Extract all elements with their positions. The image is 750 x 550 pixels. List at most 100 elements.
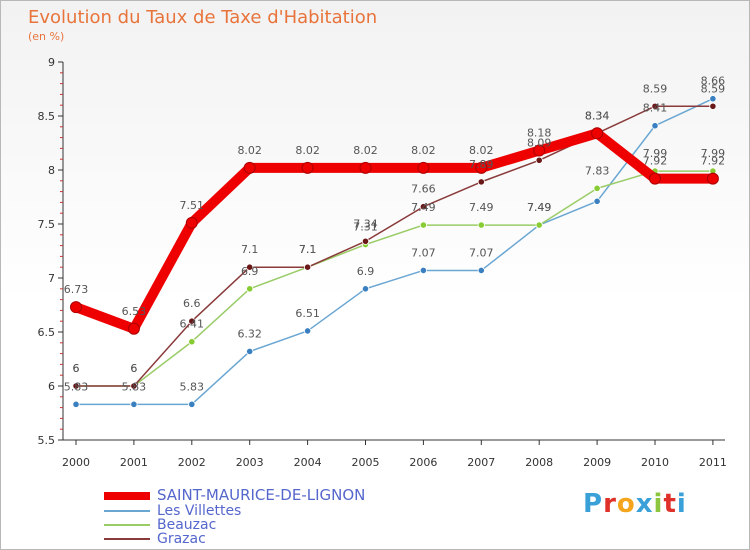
data-label-les-villettes: 7.07	[411, 246, 436, 259]
legend-label-beauzac: Beauzac	[157, 517, 217, 533]
x-tick-label: 2010	[641, 456, 669, 469]
data-point-beauzac	[188, 338, 196, 346]
legend-swatch-saint-maurice-de-lignon	[104, 492, 150, 500]
data-label-grazac: 8.09	[527, 136, 552, 149]
logo-letter: t	[663, 489, 677, 519]
x-tick-label: 2001	[120, 456, 148, 469]
data-point-saint-maurice-de-lignon	[127, 322, 140, 335]
series-line-beauzac	[75, 170, 714, 387]
data-point-les-villettes	[246, 347, 254, 356]
x-tick-label: 2006	[409, 456, 437, 469]
data-point-grazac	[303, 263, 312, 271]
x-tick-label: 2002	[178, 456, 206, 469]
logo-letter: o	[616, 489, 636, 519]
data-label-les-villettes: 5.83	[122, 380, 147, 393]
data-label-les-villettes: 7.49	[527, 201, 552, 214]
legend-swatch-beauzac	[104, 524, 150, 526]
y-tick-label: 7	[48, 272, 55, 285]
y-tick-label: 7.5	[38, 218, 56, 231]
data-point-les-villettes	[709, 95, 717, 103]
data-label-les-villettes: 5.83	[180, 380, 205, 393]
x-tick-label: 2008	[525, 456, 553, 469]
data-point-beauzac	[419, 221, 427, 229]
data-label-saint-maurice-de-lignon: 8.18	[527, 127, 552, 140]
data-point-les-villettes	[419, 266, 427, 275]
data-point-saint-maurice-de-lignon	[649, 172, 661, 185]
y-tick-label: 6	[48, 380, 55, 393]
data-label-beauzac: 7.31	[353, 221, 378, 234]
data-point-grazac	[419, 203, 427, 211]
logo-letter: i	[676, 489, 687, 519]
data-point-les-villettes	[72, 400, 80, 408]
data-label-grazac: 7.89	[469, 158, 494, 171]
data-label-les-villettes: 8.66	[701, 75, 726, 88]
data-label-beauzac: 7.83	[585, 164, 610, 177]
y-tick-label: 8.5	[38, 110, 56, 123]
chart-subtitle: (en %)	[28, 30, 65, 43]
x-tick-label: 2011	[699, 456, 727, 469]
legend-swatch-les-villettes	[104, 510, 150, 512]
data-point-grazac	[130, 382, 138, 390]
data-point-saint-maurice-de-lignon	[706, 172, 719, 185]
data-label-beauzac: 7.49	[411, 201, 436, 214]
data-point-saint-maurice-de-lignon	[533, 144, 546, 157]
data-point-grazac	[72, 382, 80, 390]
logo-letter: i	[653, 489, 664, 519]
data-label-saint-maurice-de-lignon: 8.02	[295, 144, 320, 157]
data-point-les-villettes	[130, 400, 138, 408]
data-point-saint-maurice-de-lignon	[475, 161, 488, 174]
data-point-les-villettes	[303, 327, 312, 335]
data-point-grazac	[709, 102, 717, 110]
data-point-beauzac	[477, 221, 485, 229]
logo-letter: r	[603, 489, 617, 519]
data-label-grazac: 7.66	[411, 183, 436, 196]
data-label-saint-maurice-de-lignon: 8.02	[353, 144, 378, 157]
y-tick-label: 6.5	[38, 326, 56, 339]
proxiti-logo: Proxiti	[583, 489, 687, 519]
data-point-les-villettes	[593, 197, 601, 205]
logo-letter: P	[583, 489, 604, 519]
data-label-saint-maurice-de-lignon: 8.02	[411, 144, 436, 157]
data-point-saint-maurice-de-lignon	[359, 161, 372, 174]
y-tick-label: 9	[48, 56, 55, 69]
data-label-beauzac: 6.9	[241, 265, 259, 278]
data-point-grazac	[477, 178, 485, 186]
data-label-grazac: 7.1	[299, 243, 317, 256]
data-label-beauzac: 7.1	[299, 243, 317, 256]
legend-label-les-villettes: Les Villettes	[157, 503, 242, 519]
data-label-beauzac: 7.99	[643, 147, 668, 160]
data-point-les-villettes	[188, 400, 196, 408]
data-point-grazac	[535, 156, 543, 164]
data-label-saint-maurice-de-lignon: 8.02	[237, 144, 262, 157]
data-label-saint-maurice-de-lignon: 6.73	[64, 283, 89, 296]
data-point-beauzac	[593, 184, 601, 192]
x-tick-label: 2000	[62, 456, 90, 469]
data-label-les-villettes: 6.32	[237, 327, 262, 340]
logo-letter: x	[635, 489, 654, 519]
data-label-beauzac: 6	[73, 362, 80, 375]
data-point-saint-maurice-de-lignon	[185, 216, 198, 229]
x-tick-label: 2003	[236, 456, 264, 469]
x-tick-label: 2005	[352, 456, 380, 469]
data-label-grazac: 7.1	[241, 243, 259, 256]
data-point-grazac	[188, 317, 196, 325]
data-label-grazac: 8.59	[643, 82, 668, 95]
data-point-saint-maurice-de-lignon	[591, 127, 604, 140]
data-label-les-villettes: 8.41	[643, 102, 668, 115]
data-label-grazac: 8.59	[701, 82, 726, 95]
data-label-grazac: 8.34	[585, 109, 610, 122]
series-line-saint-maurice-de-lignon	[71, 128, 718, 334]
data-label-beauzac: 7.99	[701, 147, 726, 160]
data-point-les-villettes	[477, 266, 485, 275]
x-tick-label: 2004	[294, 456, 322, 469]
data-point-saint-maurice-de-lignon	[70, 301, 82, 314]
data-label-grazac: 6	[73, 362, 80, 375]
data-label-saint-maurice-de-lignon: 6.53	[122, 305, 147, 318]
y-tick-label: 5.5	[38, 434, 56, 447]
data-label-les-villettes: 6.51	[295, 307, 320, 320]
data-label-saint-maurice-de-lignon: 7.51	[180, 199, 205, 212]
data-point-beauzac	[535, 221, 543, 229]
data-label-saint-maurice-de-lignon: 7.92	[643, 155, 668, 168]
